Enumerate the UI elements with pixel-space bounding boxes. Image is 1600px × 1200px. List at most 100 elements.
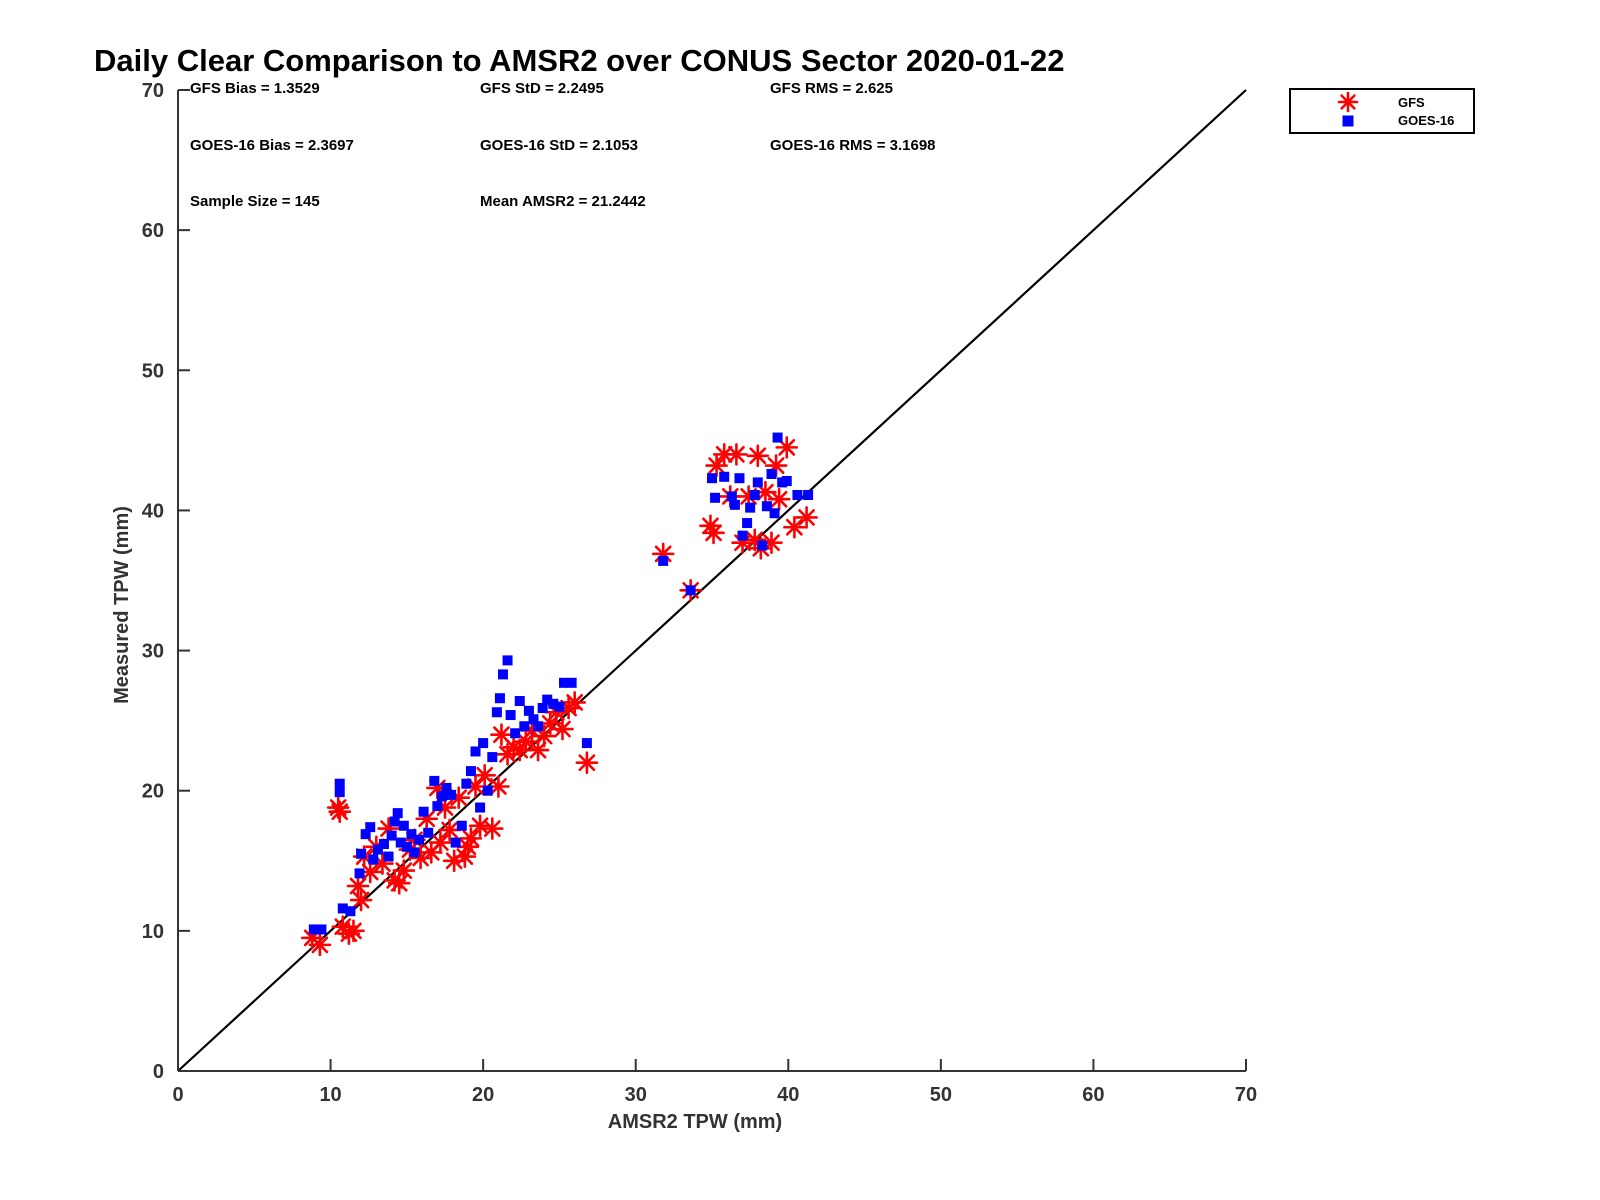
goes-16-point xyxy=(365,822,376,833)
gfs-point xyxy=(456,835,480,859)
gfs-point xyxy=(551,717,574,741)
goes-16-point xyxy=(389,816,400,827)
gfs-point xyxy=(767,487,791,511)
axes: 0 10 20 30 40 50 60 70 0 10 20 30 40 50 60 70 xyxy=(142,80,1257,1106)
stat-goes-std: GOES-16 StD = 2.1053 xyxy=(480,137,638,154)
y-tick-label: 60 xyxy=(142,220,164,242)
goes-16-point xyxy=(423,827,434,838)
goes-16-point xyxy=(514,696,525,707)
goes-16-point xyxy=(766,468,777,479)
gfs-point xyxy=(490,723,513,746)
goes-16-point xyxy=(742,518,753,529)
goes-16-point xyxy=(334,787,345,798)
goes-16-point xyxy=(441,782,452,793)
gfs-point xyxy=(349,888,373,912)
goes-16-point xyxy=(491,707,502,718)
legend-gfs-asterisk xyxy=(1337,91,1359,113)
goes-16-point xyxy=(429,775,440,786)
goes-16-point xyxy=(406,829,417,840)
y-tick-label: 30 xyxy=(142,641,164,663)
x-tick-label: 50 xyxy=(930,1084,952,1106)
y-tick-label: 0 xyxy=(153,1061,164,1083)
goes-16-point xyxy=(685,585,696,596)
gfs-point xyxy=(392,859,416,882)
gfs-point xyxy=(308,933,332,957)
goes-16-point xyxy=(548,698,559,709)
y-tick-label: 40 xyxy=(142,500,164,522)
goes-16-point xyxy=(456,820,467,831)
gfs-point xyxy=(712,443,736,466)
gfs-point xyxy=(459,827,483,850)
goes-16-point xyxy=(658,555,669,566)
legend-marker-gfs xyxy=(1337,91,1359,113)
goes-16-point xyxy=(792,490,803,501)
stat-gfs-std: GFS StD = 2.2495 xyxy=(480,80,604,97)
gfs-point xyxy=(346,874,370,898)
goes-16-point xyxy=(494,693,505,704)
stat-gfs-rms: GFS RMS = 2.625 xyxy=(770,80,893,97)
gfs-point xyxy=(328,800,352,824)
y-tick-label: 20 xyxy=(142,781,164,803)
goes-16-point xyxy=(537,703,548,714)
goes-16-point xyxy=(505,710,516,721)
goes-16-point xyxy=(450,837,461,848)
x-tick-label: 60 xyxy=(1082,1084,1104,1106)
reference-line-layer xyxy=(177,89,1247,1072)
legend: GFS GOES-16 xyxy=(1289,88,1475,134)
gfs-point xyxy=(438,818,461,842)
goes-16-point xyxy=(446,789,457,800)
goes-16-point xyxy=(523,705,534,716)
y-tick-label: 10 xyxy=(142,921,164,943)
goes-16-point xyxy=(519,721,530,732)
series-goes-16 xyxy=(308,432,814,935)
y-tick-label: 50 xyxy=(142,360,164,382)
goes-16-point xyxy=(729,499,740,510)
goes-16-point xyxy=(510,728,521,739)
goes-16-point xyxy=(769,508,780,519)
stat-sample-size: Sample Size = 145 xyxy=(190,193,320,210)
x-tick-label: 40 xyxy=(777,1084,799,1106)
goes-16-point xyxy=(337,903,348,914)
x-tick-label: 20 xyxy=(472,1084,494,1106)
legend-label-gfs: GFS xyxy=(1398,95,1425,110)
gfs-point xyxy=(775,436,799,459)
goes-16-point xyxy=(528,714,539,725)
one-to-one-line xyxy=(177,89,1247,1072)
goes-16-point xyxy=(470,746,481,757)
gfs-point xyxy=(705,454,728,477)
goes-16-point xyxy=(719,471,730,482)
goes-16-point xyxy=(757,540,768,551)
stat-mean-amsr2: Mean AMSR2 = 21.2442 xyxy=(480,193,646,210)
goes-16-point xyxy=(409,847,420,858)
goes-16-point xyxy=(475,802,486,813)
goes-16-point xyxy=(566,677,577,688)
series-gfs xyxy=(300,436,818,957)
goes-16-point xyxy=(772,432,783,443)
goes-16-point xyxy=(745,502,756,513)
x-tick-label: 70 xyxy=(1235,1084,1257,1106)
goes-16-point xyxy=(707,473,717,484)
goes-16-point xyxy=(356,848,367,859)
stat-goes-bias: GOES-16 Bias = 2.3697 xyxy=(190,137,354,154)
goes-16-point xyxy=(368,854,379,865)
goes-16-point xyxy=(710,492,721,503)
goes-16-point xyxy=(436,791,447,802)
goes-16-point xyxy=(360,829,371,840)
y-tick-label: 70 xyxy=(142,80,164,102)
series-layer xyxy=(300,432,818,957)
x-axis-label: AMSR2 TPW (mm) xyxy=(608,1111,782,1133)
goes-16-point xyxy=(345,906,356,917)
goes-16-point xyxy=(414,834,425,845)
goes-16-point xyxy=(478,738,489,749)
chart-title: Daily Clear Comparison to AMSR2 over CON… xyxy=(94,43,1065,78)
gfs-point xyxy=(429,831,452,854)
goes-16-point xyxy=(383,851,394,862)
goes-16-point xyxy=(465,766,476,777)
gfs-point xyxy=(342,919,365,943)
legend-box xyxy=(1289,88,1475,134)
x-tick-label: 0 xyxy=(172,1084,183,1106)
goes-16-point xyxy=(726,491,737,502)
gfs-point xyxy=(563,691,586,714)
goes-16-point xyxy=(497,669,508,680)
goes-16-point xyxy=(761,501,772,512)
